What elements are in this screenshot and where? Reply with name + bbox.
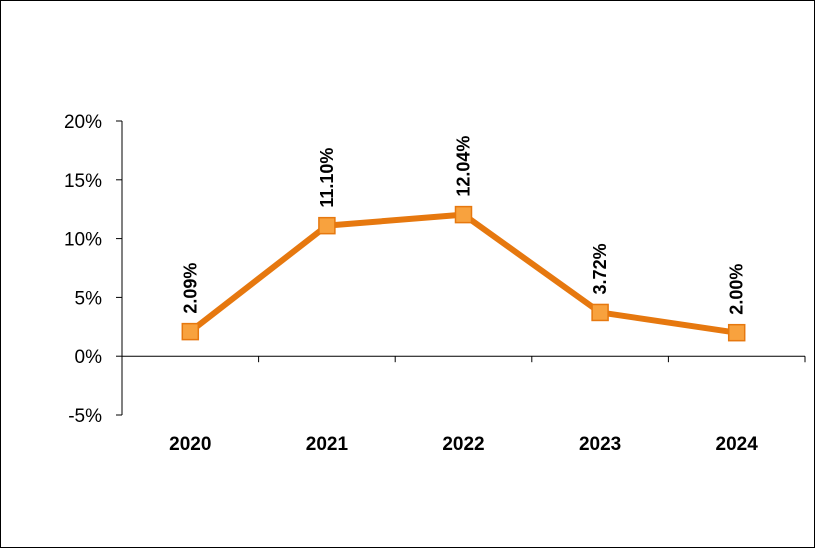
x-category-label: 2021 (306, 434, 349, 455)
y-tick-label: 20% (64, 112, 102, 133)
y-tick-label: 5% (75, 288, 103, 309)
x-category-label: 2020 (169, 434, 211, 455)
series-line (188, 211, 738, 336)
y-tick-label: 10% (64, 230, 102, 251)
x-category-label: 2023 (579, 434, 621, 455)
y-tick-label: 0% (75, 347, 103, 368)
data-label: 2.00% (727, 264, 747, 315)
x-category-label: 2024 (716, 434, 759, 455)
data-point-marker (727, 323, 746, 342)
data-label: 2.09% (180, 263, 200, 314)
data-label: 11.10% (317, 148, 337, 208)
data-point-marker (318, 216, 336, 235)
data-label: 12.04% (454, 136, 474, 197)
x-category-label: 2022 (442, 434, 484, 455)
y-tick-label: -5% (68, 406, 102, 427)
y-tick-label: 15% (64, 171, 102, 192)
data-point-marker (591, 303, 609, 322)
data-label: 3.72% (590, 243, 610, 294)
data-point-marker (181, 322, 200, 341)
data-point-marker (454, 205, 473, 224)
